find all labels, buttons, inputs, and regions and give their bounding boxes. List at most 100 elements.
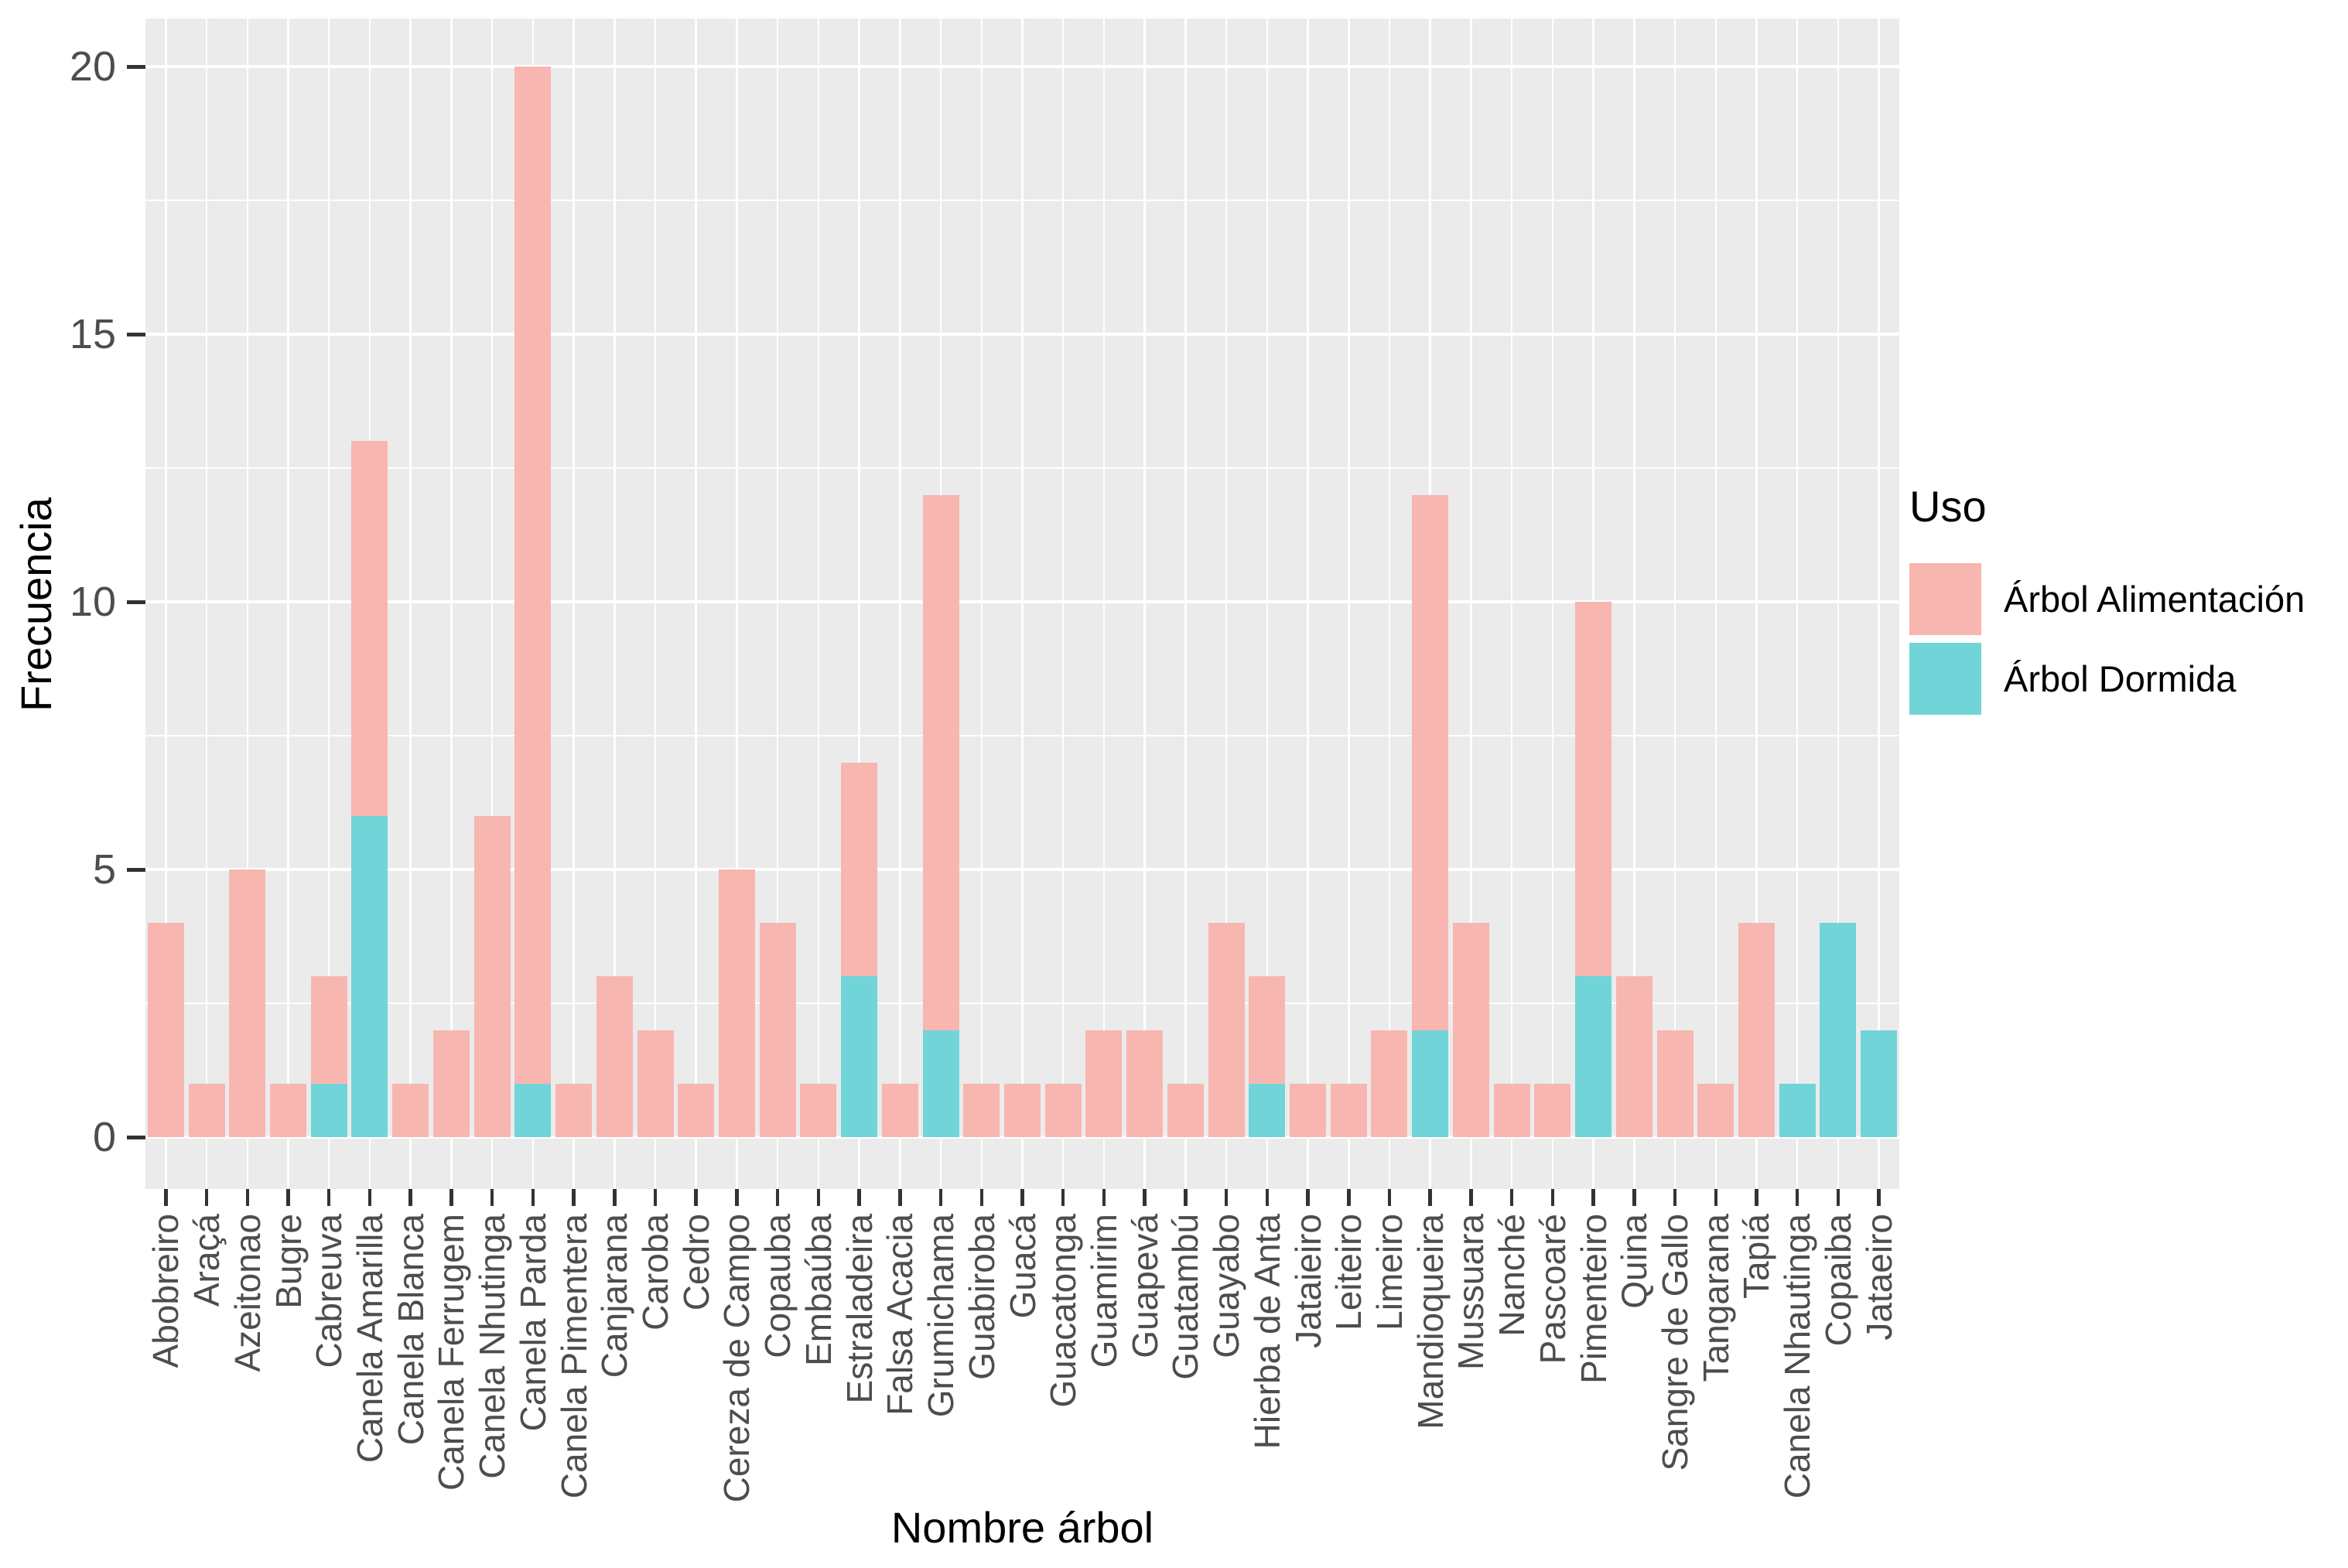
vertical-gridline — [817, 19, 820, 1189]
y-tick-label: 0 — [92, 1114, 116, 1160]
vertical-gridline — [1837, 19, 1840, 1189]
x-category-label-Canela Amarilla: Canela Amarilla — [349, 1214, 390, 1464]
x-category-label-Caroba: Caroba — [635, 1214, 675, 1331]
x-tick-mark — [1673, 1189, 1677, 1206]
x-tick-mark — [326, 1189, 331, 1206]
x-category-label-Grumichama: Grumichama — [921, 1214, 962, 1418]
x-category-label-Guapevá: Guapevá — [1124, 1214, 1165, 1358]
x-category-label-Copaiba: Copaiba — [1817, 1214, 1858, 1347]
bar-segment-alimentacion-Guamirim — [1085, 1030, 1123, 1137]
bar-segment-alimentacion-Embaúba — [800, 1083, 837, 1137]
y-tick-label: 5 — [92, 846, 116, 893]
x-tick-mark — [694, 1189, 698, 1206]
x-category-label-Canela Ferrugem: Canela Ferrugem — [431, 1214, 472, 1491]
x-category-label-Estraladeira: Estraladeira — [839, 1214, 880, 1404]
major-gridline — [145, 868, 1899, 871]
legend-swatch-alimentacion — [1909, 563, 1981, 635]
bar-segment-alimentacion-Pascoaré — [1534, 1083, 1571, 1137]
y-tick-mark — [127, 600, 145, 604]
x-category-label-Pimenteiro: Pimenteiro — [1573, 1214, 1614, 1384]
vertical-gridline — [1266, 19, 1269, 1189]
vertical-gridline — [776, 19, 779, 1189]
bar-segment-alimentacion-Limeiro — [1371, 1030, 1408, 1137]
x-category-label-Guamirim: Guamirim — [1083, 1214, 1124, 1368]
minor-gridline — [145, 200, 1899, 201]
x-tick-mark — [1509, 1189, 1514, 1206]
bar-segment-alimentacion-Tapiá — [1738, 923, 1775, 1137]
y-tick-mark — [127, 333, 145, 336]
bar-segment-alimentacion-Falsa Acacia — [881, 1083, 918, 1137]
major-gridline — [145, 65, 1899, 68]
bar-segment-alimentacion-Guayabo — [1208, 923, 1245, 1137]
y-axis-title: Frecuencia — [12, 496, 60, 712]
x-category-label-Nanché: Nanché — [1492, 1214, 1533, 1337]
x-category-label-Quina: Quina — [1614, 1214, 1655, 1309]
x-tick-mark — [653, 1189, 658, 1206]
minor-gridline — [145, 1003, 1899, 1004]
vertical-gridline — [1021, 19, 1024, 1189]
x-category-label-Canela Pimentera: Canela Pimentera — [553, 1214, 594, 1499]
bar-segment-alimentacion-Abobreiro — [147, 923, 184, 1137]
bar-segment-dormida-Jataeiro — [1861, 1030, 1898, 1137]
legend-swatch-dormida — [1909, 643, 1981, 715]
bar-segment-alimentacion-Guacatonga — [1044, 1083, 1082, 1137]
vertical-gridline — [246, 19, 249, 1189]
x-category-label-Cabreuva: Cabreuva — [309, 1214, 350, 1368]
bar-segment-dormida-Pimenteiro — [1575, 976, 1612, 1137]
x-tick-mark — [1347, 1189, 1351, 1206]
vertical-gridline — [409, 19, 412, 1189]
legend-label-dormida: Árbol Dormida — [2004, 658, 2237, 699]
x-category-label-Canela Nhautinga: Canela Nhautinga — [1777, 1214, 1818, 1499]
x-tick-mark — [408, 1189, 412, 1206]
bar-segment-alimentacion-Cedro — [678, 1083, 715, 1137]
x-tick-mark — [1306, 1189, 1310, 1206]
vertical-gridline — [490, 19, 494, 1189]
x-category-label-Cedro: Cedro — [675, 1214, 716, 1311]
vertical-gridline — [1551, 19, 1554, 1189]
x-tick-mark — [857, 1189, 861, 1206]
y-tick-label: 15 — [69, 311, 116, 357]
x-tick-mark — [286, 1189, 290, 1206]
vertical-gridline — [1796, 19, 1799, 1189]
bar-segment-dormida-Canela Parda — [514, 1083, 552, 1137]
x-tick-mark — [449, 1189, 453, 1206]
bar-segment-alimentacion-Estraladeira — [841, 762, 878, 977]
x-category-label-Guabiroba: Guabiroba — [961, 1214, 1002, 1380]
vertical-gridline — [1184, 19, 1187, 1189]
x-category-label-Cereza de Campo: Cereza de Campo — [716, 1214, 757, 1503]
bar-segment-alimentacion-Canela Nhutinga — [473, 815, 511, 1137]
x-category-label-Azeitonao: Azeitonao — [227, 1214, 268, 1372]
x-tick-mark — [1428, 1189, 1432, 1206]
x-category-label-Guayabo: Guayabo — [1206, 1214, 1247, 1358]
bar-segment-dormida-Hierba de Anta — [1249, 1083, 1286, 1137]
bar-segment-alimentacion-Canela Amarilla — [351, 441, 388, 816]
x-category-label-Bugre: Bugre — [268, 1214, 309, 1309]
x-tick-mark — [1184, 1189, 1188, 1206]
x-category-label-Guacatonga: Guacatonga — [1043, 1214, 1084, 1408]
bar-segment-alimentacion-Canjarana — [596, 976, 633, 1137]
vertical-gridline — [1633, 19, 1635, 1189]
x-tick-mark — [164, 1189, 168, 1206]
bar-segment-alimentacion-Canela Blanca — [392, 1083, 429, 1137]
y-tick-mark — [127, 1136, 145, 1139]
bar-segment-alimentacion-Sangre de Gallo — [1656, 1030, 1693, 1137]
x-tick-mark — [531, 1189, 535, 1206]
vertical-gridline — [1061, 19, 1065, 1189]
x-tick-mark — [613, 1189, 617, 1206]
x-category-label-Sangre de Gallo: Sangre de Gallo — [1655, 1214, 1696, 1471]
x-category-label-Copauba: Copauba — [757, 1214, 798, 1358]
y-tick-label: 10 — [69, 579, 116, 625]
bar-segment-alimentacion-Mussuara — [1452, 923, 1489, 1137]
bar-segment-alimentacion-Canela Parda — [514, 67, 552, 1084]
bar-segment-dormida-Copaiba — [1820, 923, 1857, 1137]
bar-segment-dormida-Cabreuva — [310, 1083, 347, 1137]
x-tick-mark — [572, 1189, 576, 1206]
bar-segment-alimentacion-Jataieiro — [1290, 1083, 1327, 1137]
legend-title: Uso — [1909, 482, 1987, 531]
bar-segment-alimentacion-Canela Pimentera — [555, 1083, 593, 1137]
vertical-gridline — [165, 19, 167, 1189]
x-category-label-Guatambú: Guatambú — [1165, 1214, 1206, 1380]
y-tick-label: 20 — [69, 43, 116, 90]
x-category-label-Leiteiro: Leiteiro — [1328, 1214, 1369, 1331]
